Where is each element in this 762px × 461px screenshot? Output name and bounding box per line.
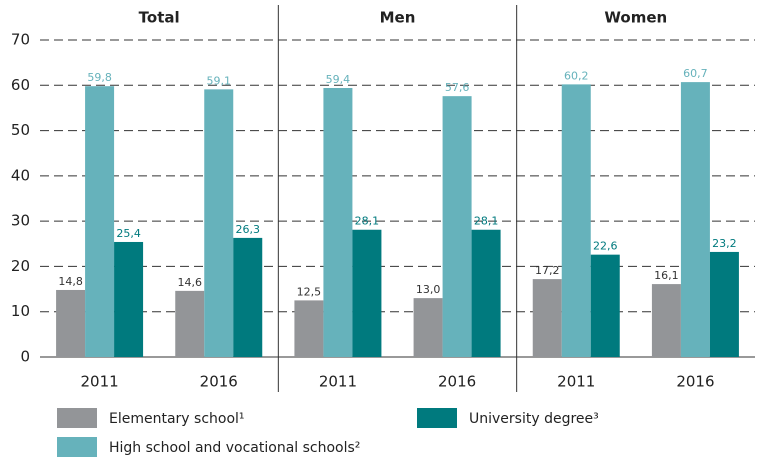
bar xyxy=(233,237,263,357)
bar xyxy=(680,82,710,357)
panel-title: Women xyxy=(604,9,667,27)
y-tick-label: 60 xyxy=(11,76,30,94)
bar xyxy=(442,96,472,357)
y-tick-label: 10 xyxy=(11,302,30,320)
legend-label: High school and vocational schools² xyxy=(109,440,360,456)
legend-label: Elementary school¹ xyxy=(109,411,245,427)
bar xyxy=(85,86,115,357)
y-tick-label: 30 xyxy=(11,212,30,230)
value-label: 28,1 xyxy=(355,215,380,228)
x-tick-label: 2016 xyxy=(676,373,714,391)
value-label: 57,6 xyxy=(445,81,470,94)
bar xyxy=(532,279,562,357)
value-label: 12,5 xyxy=(297,285,322,298)
bar xyxy=(294,300,324,357)
value-label: 60,7 xyxy=(683,67,708,80)
bar xyxy=(56,289,86,357)
value-label: 59,1 xyxy=(207,74,232,87)
value-label: 28,1 xyxy=(474,215,499,228)
panel-title: Total xyxy=(139,9,180,27)
bar xyxy=(204,89,234,358)
legend-swatch xyxy=(417,408,457,428)
value-label: 60,2 xyxy=(564,69,589,82)
value-label: 13,0 xyxy=(416,283,441,296)
y-tick-label: 40 xyxy=(11,166,30,184)
legend-swatch xyxy=(57,408,97,428)
x-tick-label: 2016 xyxy=(438,373,476,391)
bar xyxy=(114,241,144,357)
panel-title: Men xyxy=(380,9,416,27)
legend-swatch xyxy=(57,437,97,457)
value-label: 17,2 xyxy=(535,264,560,277)
y-tick-label: 0 xyxy=(20,348,30,366)
value-label: 16,1 xyxy=(654,269,679,282)
value-label: 59,4 xyxy=(326,73,351,86)
value-label: 14,6 xyxy=(178,276,203,289)
bar xyxy=(352,229,382,357)
bar xyxy=(709,251,739,357)
value-label: 59,8 xyxy=(87,71,112,84)
x-tick-label: 2011 xyxy=(319,373,357,391)
bar xyxy=(413,298,443,357)
bar xyxy=(651,284,681,357)
bar xyxy=(590,254,620,357)
legend-label: University degree³ xyxy=(469,411,599,427)
bar xyxy=(561,84,591,357)
value-label: 23,2 xyxy=(712,237,737,250)
bar xyxy=(323,88,353,357)
y-tick-label: 20 xyxy=(11,257,30,275)
y-tick-label: 70 xyxy=(11,31,30,49)
x-tick-label: 2011 xyxy=(557,373,595,391)
y-tick-label: 50 xyxy=(11,121,30,139)
value-label: 14,8 xyxy=(58,275,83,288)
bar xyxy=(175,290,205,357)
value-label: 22,6 xyxy=(593,240,618,253)
bar xyxy=(471,229,501,357)
x-tick-label: 2016 xyxy=(200,373,238,391)
x-tick-label: 2011 xyxy=(80,373,118,391)
value-label: 26,3 xyxy=(236,223,261,236)
value-label: 25,4 xyxy=(116,227,141,240)
